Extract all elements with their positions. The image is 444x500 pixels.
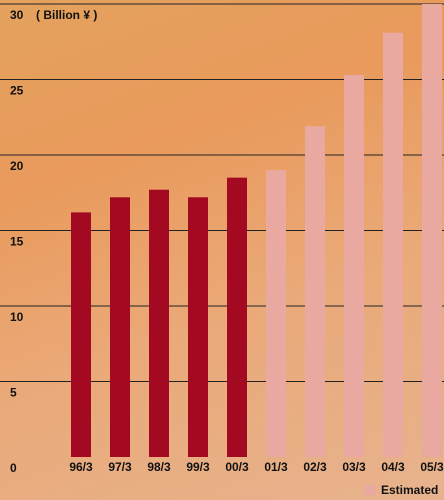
bar — [266, 170, 286, 457]
bar — [383, 32, 403, 457]
x-tick-label: 99/3 — [186, 460, 210, 474]
y-tick-label: 5 — [10, 386, 17, 400]
y-tick-label: 10 — [10, 310, 24, 324]
legend-swatch — [364, 485, 376, 495]
x-tick-label: 02/3 — [303, 460, 327, 474]
x-tick-label: 01/3 — [264, 460, 288, 474]
bar — [422, 4, 442, 457]
bar — [188, 197, 208, 457]
legend-label: Estimated — [381, 483, 438, 497]
y-axis-label: ( Billion ¥ ) — [36, 8, 97, 22]
bar — [227, 177, 247, 457]
x-tick-label: 00/3 — [225, 460, 249, 474]
y-tick-label: 30 — [10, 8, 24, 22]
y-tick-label: 25 — [10, 84, 24, 98]
x-tick-label: 04/3 — [381, 460, 405, 474]
x-tick-label: 98/3 — [147, 460, 171, 474]
bar — [344, 74, 364, 457]
y-tick-label: 15 — [10, 235, 24, 249]
x-tick-label: 03/3 — [342, 460, 366, 474]
y-tick-label: 0 — [10, 461, 17, 475]
x-tick-label: 96/3 — [69, 460, 93, 474]
bar — [305, 126, 325, 457]
bar — [71, 212, 91, 457]
bar — [149, 189, 169, 458]
y-tick-label: 20 — [10, 159, 24, 173]
x-tick-label: 97/3 — [108, 460, 132, 474]
bar — [110, 197, 130, 457]
x-tick-label: 05/3 — [420, 460, 444, 474]
